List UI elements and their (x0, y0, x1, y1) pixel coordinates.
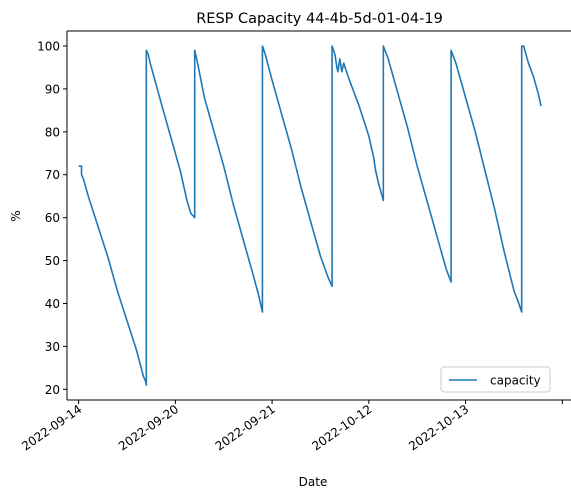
chart-title: RESP Capacity 44-4b-5d-01-04-19 (196, 11, 443, 27)
y-tick-label: 80 (45, 125, 60, 139)
series-line-capacity (78, 45, 542, 386)
y-tick-label: 70 (45, 168, 60, 182)
legend: capacity (440, 366, 551, 393)
plot-area (67, 31, 571, 400)
y-tick-label: 30 (45, 340, 60, 354)
legend-label-capacity: capacity (490, 374, 541, 388)
y-tick-label: 50 (45, 254, 60, 268)
y-axis-label: % (9, 210, 23, 221)
y-tick-label: 60 (45, 211, 60, 225)
y-tick-label: 20 (45, 383, 60, 397)
y-tick-label: 100 (37, 40, 60, 54)
data-layer (78, 45, 542, 386)
legend-box (440, 366, 551, 393)
y-tick-label: 40 (45, 297, 60, 311)
y-tick-label: 90 (45, 82, 60, 96)
x-axis-label: Date (299, 475, 328, 489)
plot-frame (66, 30, 571, 401)
